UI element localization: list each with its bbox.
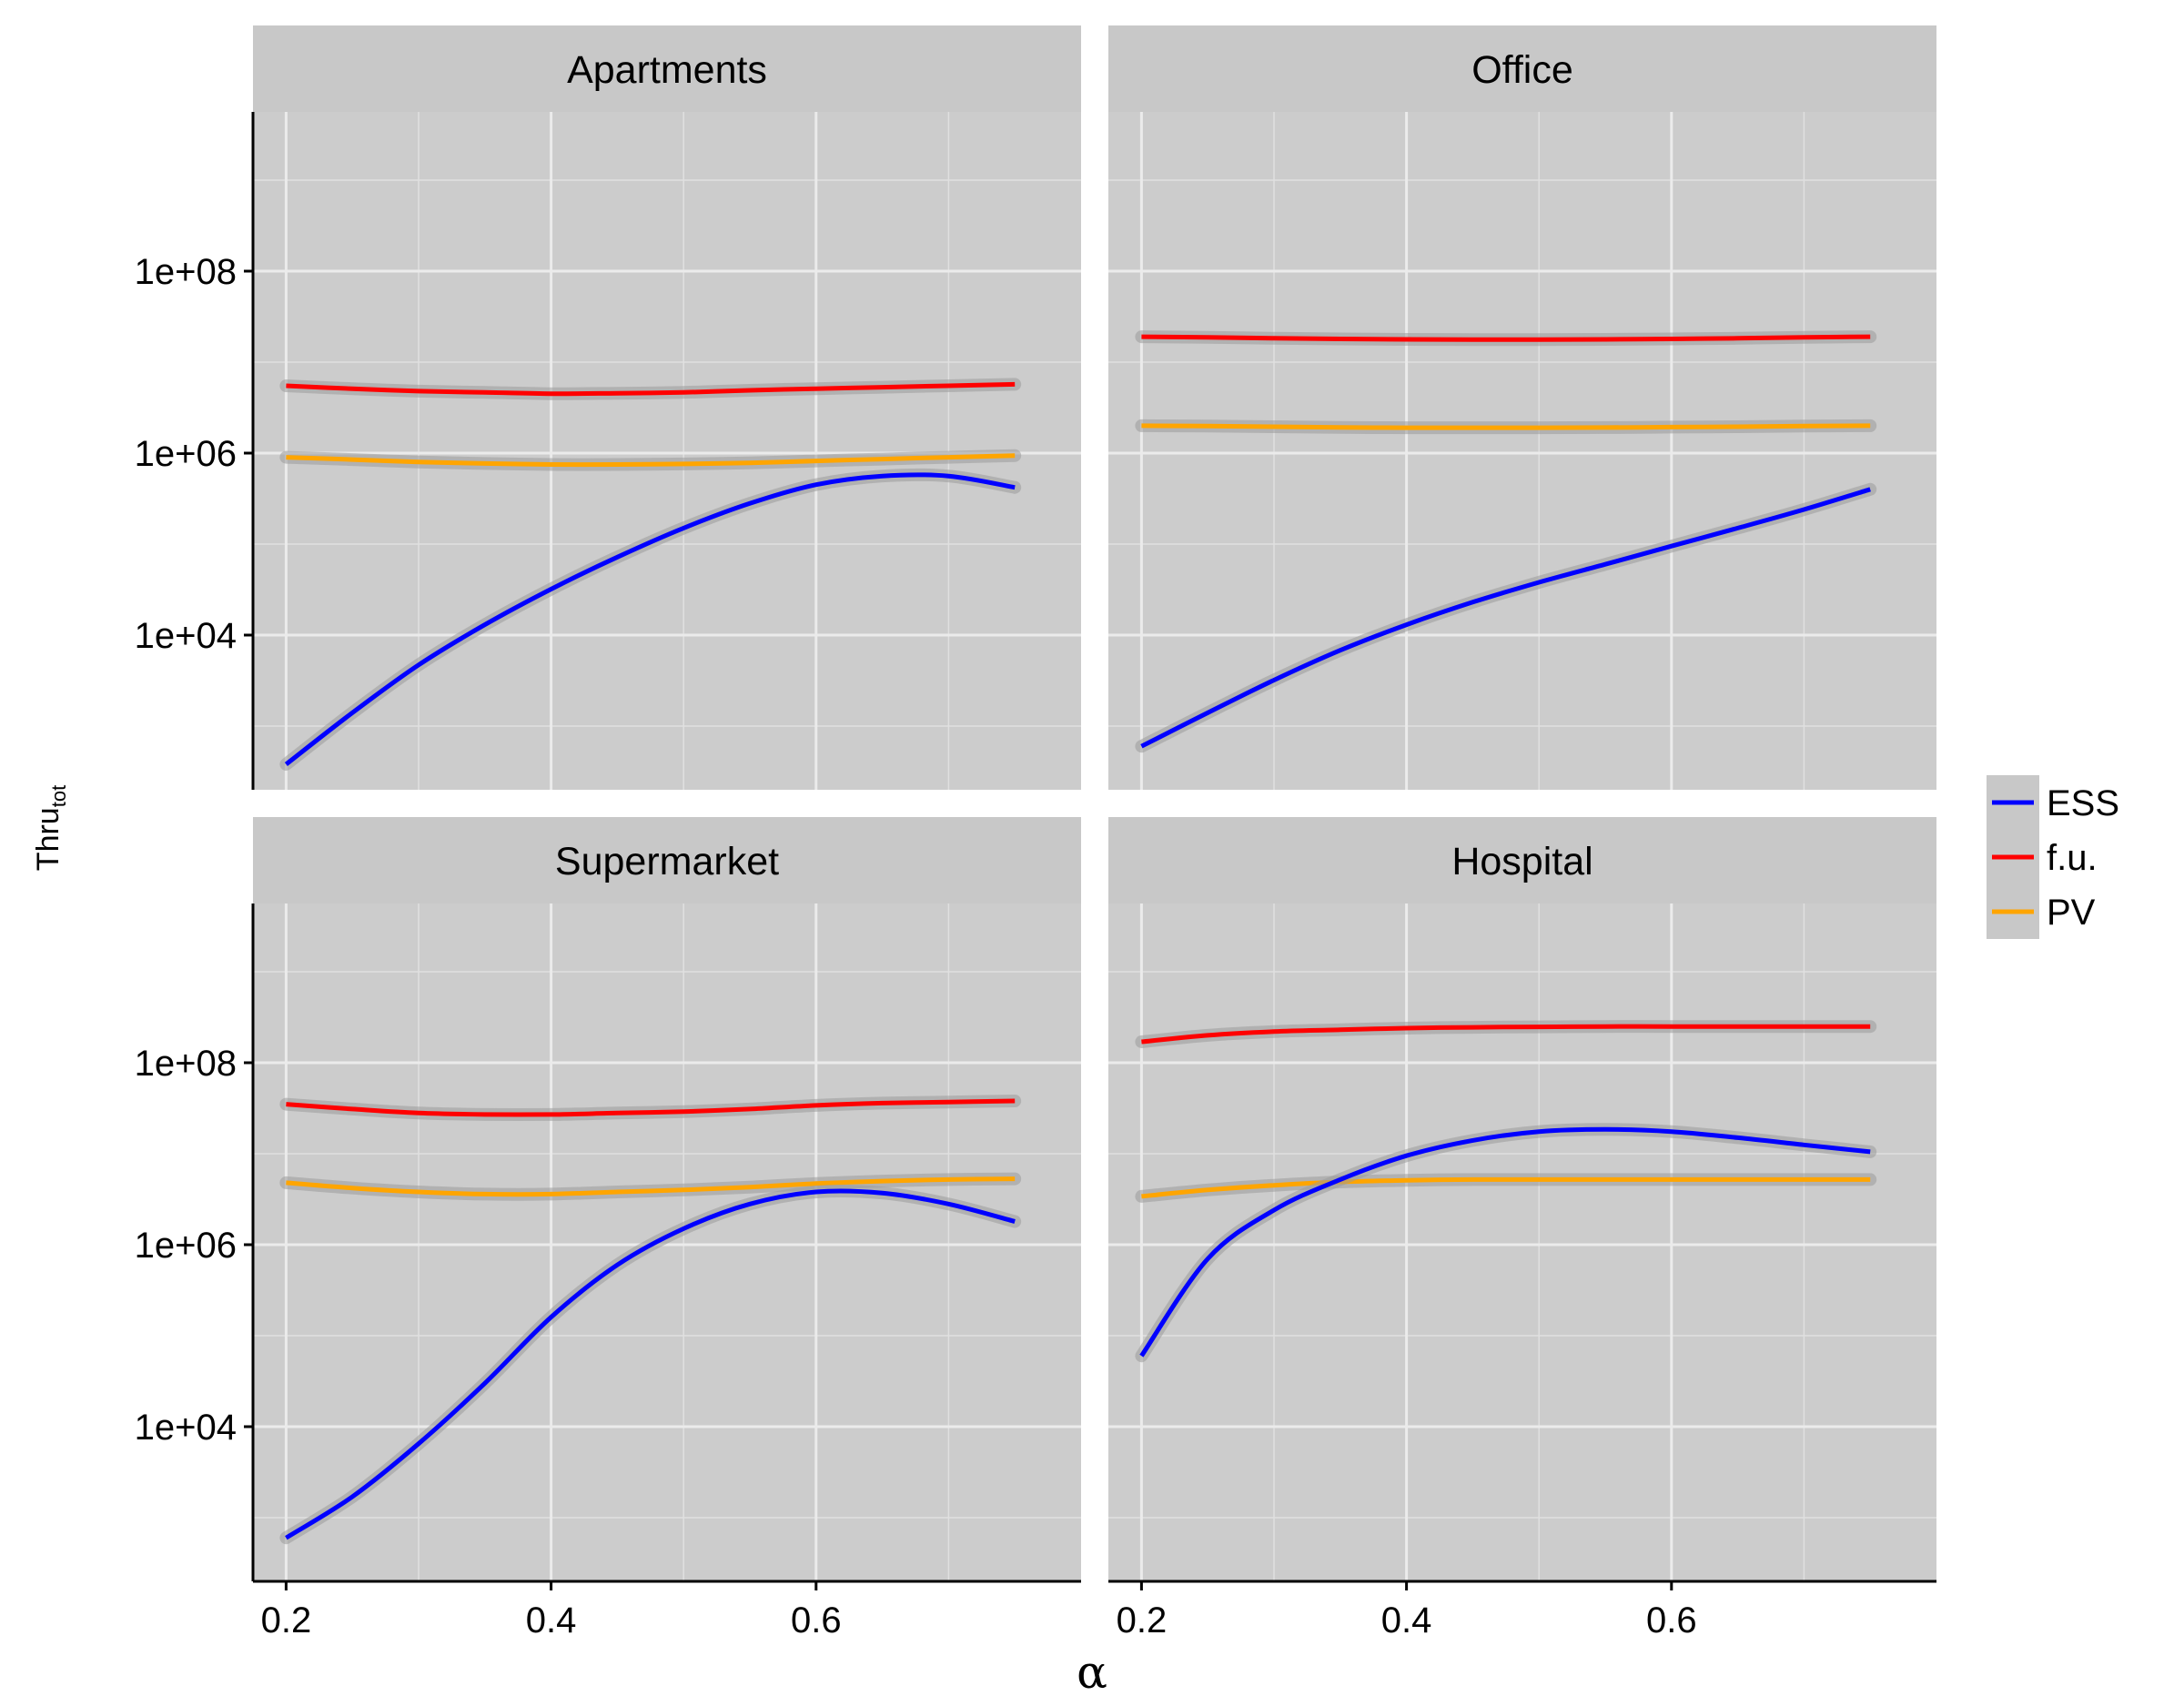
panel-strip — [1108, 25, 1936, 112]
x-tick-label: 0.2 — [1117, 1600, 1168, 1640]
series-line-ess — [285, 1188, 1016, 1540]
panel-strip — [253, 817, 1081, 903]
y-tick-label: 1e+04 — [135, 1408, 237, 1448]
y-axis-title-subscript: tot — [47, 785, 70, 807]
legend-item-pv: PV — [1987, 884, 2096, 939]
legend-label: ESS — [2047, 783, 2119, 823]
y-tick-label: 1e+04 — [135, 616, 237, 656]
x-tick-label: 0.4 — [1381, 1600, 1432, 1640]
series-line-pv — [1141, 1176, 1871, 1199]
y-tick-label: 1e+06 — [135, 1226, 237, 1266]
legend-item-ess: ESS — [1987, 775, 2119, 830]
panel-title: Supermarket — [555, 840, 779, 883]
y-axis-title-main: Thru — [31, 807, 66, 871]
series-line-pv — [286, 453, 1016, 468]
x-tick-label: 0.2 — [261, 1600, 312, 1640]
legend: ESS f.u. PV — [1987, 775, 2119, 939]
series-line-fu — [1141, 334, 1871, 342]
axes-layer: 1e+04 1e+06 1e+08 1e+04 1e+06 1e+08 0.2 0.4 0.6 0… — [135, 112, 1936, 1640]
y-axis-title: Thrutot — [31, 785, 70, 871]
series-line-ess — [1139, 1126, 1871, 1358]
panel-plot-background — [1108, 112, 1936, 790]
svg-text:Thrutot: Thrutot — [31, 785, 70, 871]
series-line-fu — [286, 381, 1016, 397]
y-tick-label: 1e+06 — [135, 434, 237, 474]
series-line-ess — [1140, 487, 1871, 749]
panel-title: Apartments — [567, 48, 767, 92]
panel-strip — [1108, 817, 1936, 903]
x-tick-label: 0.6 — [791, 1600, 842, 1640]
x-axis-title: α — [1077, 1646, 1107, 1699]
legend-label: PV — [2047, 893, 2096, 933]
x-tick-label: 0.6 — [1646, 1600, 1697, 1640]
panel-supermarket: Supermarket — [253, 817, 1081, 1581]
panel-strip — [253, 25, 1081, 112]
x-tick-label: 0.4 — [526, 1600, 577, 1640]
panel-plot-background — [1108, 903, 1936, 1581]
legend-item-fu: f.u. — [1987, 830, 2098, 884]
series-line-pv — [286, 1176, 1016, 1197]
series-line-ess — [284, 472, 1016, 766]
series-line-fu — [286, 1098, 1016, 1117]
series-line-pv — [1141, 423, 1871, 430]
y-tick-label: 1e+08 — [135, 252, 237, 292]
series-line-fu — [1141, 1024, 1871, 1045]
legend-label: f.u. — [2047, 838, 2098, 878]
panel-title: Office — [1471, 48, 1573, 92]
panel-apartments: Apartments — [253, 25, 1081, 790]
y-tick-label: 1e+08 — [135, 1044, 237, 1084]
panel-office: Office — [1108, 25, 1936, 790]
panel-title: Hospital — [1451, 840, 1592, 883]
panel-hospital: Hospital — [1108, 817, 1936, 1581]
panels-layer: Apartments Office Supermarket Hospital — [253, 25, 1936, 1581]
